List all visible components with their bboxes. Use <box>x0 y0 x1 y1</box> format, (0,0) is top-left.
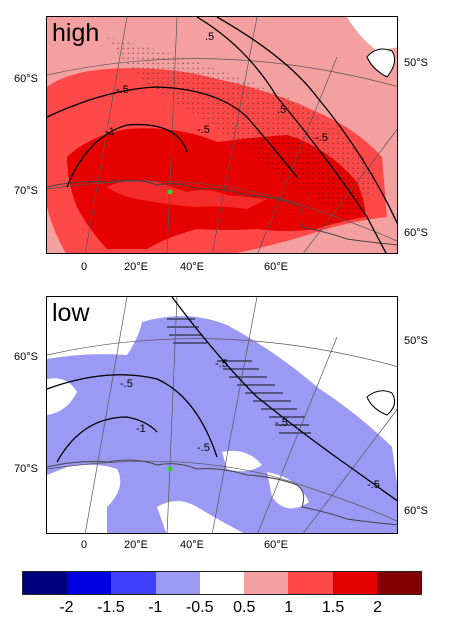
station-marker <box>167 189 173 195</box>
lat-label-left: 60°S <box>14 351 38 363</box>
colorbar-tick-label: 0.5 <box>233 599 256 616</box>
lon-label: 60°E <box>264 539 288 551</box>
lon-label: 40°E <box>180 261 204 273</box>
lat-label-left: 60°S <box>14 73 38 85</box>
map-high-svg <box>47 17 397 253</box>
coastline <box>47 459 397 526</box>
colorbar-swatch <box>376 572 421 594</box>
colorbar-swatch <box>155 572 200 594</box>
contour-label: -1 <box>105 126 115 138</box>
contour-label: -.5 <box>215 358 228 370</box>
contour-label: .5 <box>277 104 287 116</box>
anomaly-shade-white-coast <box>107 180 267 209</box>
lon-label: 0 <box>81 261 88 273</box>
anomaly-shade-white-corner <box>347 17 397 51</box>
lon-label: 20°E <box>124 539 148 551</box>
colorbar-swatch <box>67 572 112 594</box>
colorbar-swatch <box>244 572 289 594</box>
lat-label-right: 50°S <box>404 57 428 69</box>
lat-label-left: 70°S <box>14 463 38 475</box>
colorbar-tick-label: -1 <box>148 599 163 616</box>
island <box>366 390 396 416</box>
contour-label: .5 <box>205 31 215 43</box>
graticule <box>47 297 397 533</box>
colorbar-swatch <box>199 572 245 594</box>
colorbar-tick-label: 2 <box>373 599 382 616</box>
contour-lines <box>47 17 397 253</box>
lat-label-right: 60°S <box>404 505 428 517</box>
lon-label: 20°E <box>124 261 148 273</box>
colorbar <box>22 571 422 595</box>
contour-label: -.5 <box>275 417 288 429</box>
panel-label: high <box>52 19 100 47</box>
colorbar-swatch <box>23 572 68 594</box>
lat-label-right: 50°S <box>404 335 428 347</box>
colorbar-tick-label: -1.5 <box>97 599 125 616</box>
panel-label: low <box>52 299 90 327</box>
station-marker <box>167 466 173 472</box>
lon-label: 60°E <box>264 261 288 273</box>
contour-label: -.5 <box>120 378 133 390</box>
lon-label: 0 <box>81 539 88 551</box>
contour-label: -.5 <box>197 442 210 454</box>
colorbar-tick-label: -0.5 <box>185 599 214 616</box>
colorbar-tick-label: -2 <box>59 599 74 616</box>
island <box>366 48 396 78</box>
anomaly-shade-white <box>47 467 117 507</box>
coastline <box>47 179 397 246</box>
map-low-svg <box>47 297 397 533</box>
contour-label: -1 <box>136 423 146 435</box>
contour-lines <box>47 297 397 502</box>
lat-label-left: 70°S <box>14 185 38 197</box>
colorbar-swatch <box>288 572 333 594</box>
contour-label: -.5 <box>116 84 129 96</box>
colorbar-swatch <box>111 572 156 594</box>
anomaly-shade-white2 <box>222 450 262 472</box>
anomaly-shade-white4 <box>47 378 77 415</box>
graticule <box>47 17 397 253</box>
lat-label-right: 60°S <box>404 227 428 239</box>
anomaly-shade-neg0p5 <box>47 316 397 533</box>
contour-label: -.5 <box>315 132 328 144</box>
anomaly-shade-white3 <box>267 472 309 509</box>
colorbar-tick-label: 1 <box>284 599 294 616</box>
lon-label: 40°E <box>180 539 204 551</box>
colorbar-swatch <box>332 572 377 594</box>
map-panel-high: high .5 -.5 -.5 -1 .5 -.5 <box>46 16 398 254</box>
colorbar-tick-label: 1.5 <box>321 599 345 616</box>
contour-label: -.5 <box>197 124 210 136</box>
map-panel-low: low -.5 -1 -.5 -.5 -.5 -.5 <box>46 296 398 534</box>
contour-label: -.5 <box>367 479 380 491</box>
